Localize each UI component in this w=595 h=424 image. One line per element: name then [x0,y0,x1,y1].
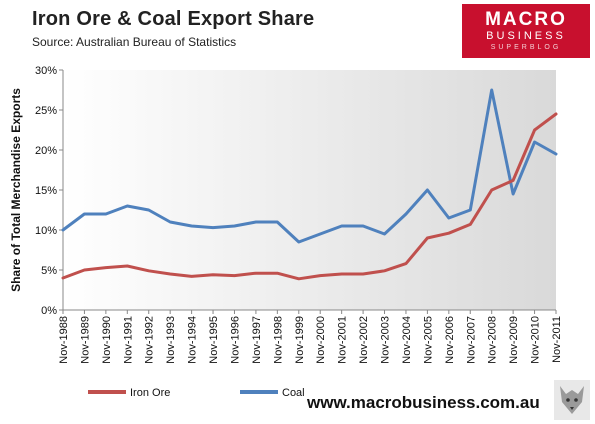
x-tick-label: Nov-2003 [380,316,392,364]
y-tick-label: 0% [41,305,57,317]
x-tick-label: Nov-1993 [165,316,177,364]
x-tick-label: Nov-2005 [422,316,434,364]
series-line-iron-ore [61,112,558,281]
series-line-coal [61,88,558,244]
y-tick-label: 25% [35,105,57,117]
logo-line-2: BUSINESS [486,30,566,42]
legend-label: Iron Ore [130,387,170,399]
x-tick-label: Nov-2001 [337,316,349,364]
x-tick-label: Nov-1995 [208,316,220,364]
logo-line-3: SUPERBLOG [490,44,562,51]
logo-line-1: MACRO [485,9,567,30]
y-tick-label: 5% [41,265,57,277]
y-axis-label: Share of Total Merchandise Exports [9,88,23,292]
plot-area [63,70,556,310]
x-tick-label: Nov-1988 [58,316,70,364]
chart-title: Iron Ore & Coal Export Share [32,8,315,30]
x-tick-label: Nov-2000 [315,316,327,364]
y-tick-label: 30% [35,65,57,77]
macrobusiness-logo: MACRO BUSINESS SUPERBLOG [462,4,590,58]
x-tick-label: Nov-2008 [487,316,499,364]
x-tick-label: Nov-1994 [187,316,199,364]
x-tick-label: Nov-2004 [401,316,413,364]
x-tick-label: Nov-2002 [358,316,370,364]
y-tick-label: 10% [35,225,57,237]
legend-label: Coal [282,387,305,399]
x-tick-label: Nov-2010 [530,316,542,364]
x-tick-label: Nov-2006 [444,316,456,364]
y-tick-label: 15% [35,185,57,197]
x-tick-label: Nov-1996 [229,316,241,364]
x-tick-label: Nov-1998 [272,316,284,364]
x-tick-label: Nov-1989 [79,316,91,364]
x-tick-label: Nov-1997 [251,316,263,364]
x-tick-label: Nov-1992 [144,316,156,364]
x-tick-label: Nov-2009 [508,316,520,364]
chart-source: Source: Australian Bureau of Statistics [32,35,237,49]
wolf-icon [554,380,590,420]
x-tick-label: Nov-2011 [551,316,563,363]
x-tick-label: Nov-1991 [122,316,134,364]
x-tick-label: Nov-2007 [465,316,477,364]
x-tick-label: Nov-1999 [294,316,306,364]
website-url: www.macrobusiness.com.au [307,393,540,412]
y-tick-label: 20% [35,145,57,157]
x-tick-label: Nov-1990 [101,316,113,364]
